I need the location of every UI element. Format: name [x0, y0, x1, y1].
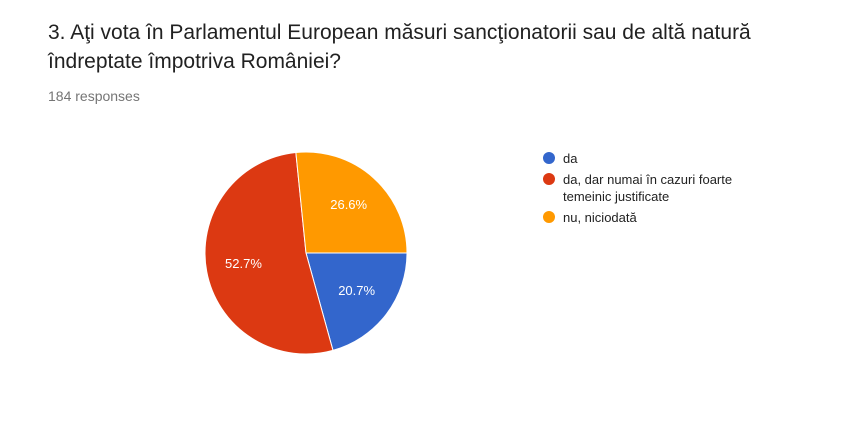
chart-title: 3. Aţi vota în Parlamentul European măsu…: [48, 21, 751, 73]
subtitle: 184 responses: [48, 88, 140, 104]
pie-slice: [305, 252, 408, 351]
data-label: 20.7%: [338, 283, 375, 298]
pie-slice: [204, 151, 334, 355]
legend-swatch: [543, 173, 555, 185]
legend-label: da: [563, 151, 578, 166]
legend-item: nu, niciodată: [543, 209, 758, 226]
data-label: 52.7%: [225, 256, 262, 271]
legend-label: da, dar numai în cazuri foarte temeinic …: [563, 172, 733, 204]
legend: da da, dar numai în cazuri foarte temeini…: [543, 150, 758, 230]
data-label: 26.6%: [330, 197, 367, 212]
legend-item: da, dar numai în cazuri foarte temeinic …: [543, 171, 758, 205]
legend-swatch: [543, 211, 555, 223]
legend-label: nu, niciodată: [563, 210, 637, 225]
legend-swatch: [543, 152, 555, 164]
legend-item: da: [543, 150, 758, 167]
pie-slice: [295, 151, 408, 254]
